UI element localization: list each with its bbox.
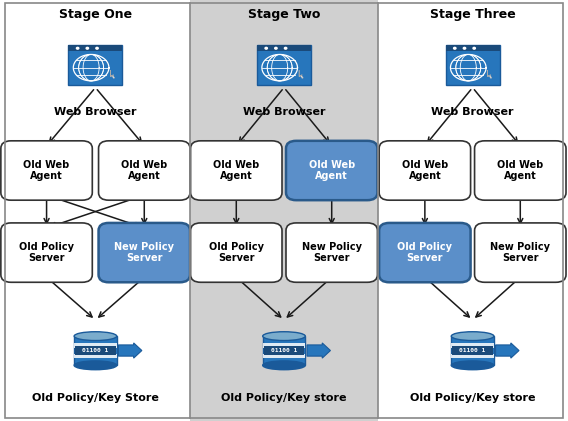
Text: 01100 1: 01100 1: [460, 348, 486, 353]
Bar: [262, 354, 306, 358]
FancyBboxPatch shape: [191, 223, 282, 282]
FancyBboxPatch shape: [286, 141, 377, 200]
Bar: [75, 346, 116, 354]
Ellipse shape: [74, 361, 117, 370]
FancyBboxPatch shape: [475, 223, 566, 282]
FancyBboxPatch shape: [69, 45, 123, 85]
FancyArrow shape: [307, 343, 331, 358]
Text: Old Policy/Key store: Old Policy/Key store: [222, 393, 346, 403]
Text: Old Web
Agent: Old Web Agent: [308, 160, 355, 181]
Bar: [190, 0, 378, 421]
FancyArrow shape: [119, 343, 142, 358]
FancyBboxPatch shape: [1, 141, 92, 200]
FancyBboxPatch shape: [475, 141, 566, 200]
Text: Stage One: Stage One: [59, 8, 132, 21]
Text: New Policy
Server: New Policy Server: [302, 242, 362, 264]
FancyBboxPatch shape: [286, 223, 377, 282]
Circle shape: [473, 48, 475, 49]
Ellipse shape: [262, 361, 306, 370]
Bar: [74, 336, 117, 365]
Bar: [445, 45, 500, 51]
Text: New Policy
Server: New Policy Server: [490, 242, 550, 264]
Polygon shape: [488, 70, 492, 78]
Bar: [378, 0, 568, 421]
Bar: [451, 336, 494, 365]
Text: Old Policy/Key Store: Old Policy/Key Store: [32, 393, 159, 403]
Text: Old Web
Agent: Old Web Agent: [213, 160, 260, 181]
Text: Old Policy
Server: Old Policy Server: [19, 242, 74, 264]
Bar: [452, 346, 493, 354]
Polygon shape: [111, 70, 115, 78]
Text: Stage Two: Stage Two: [248, 8, 320, 21]
FancyBboxPatch shape: [191, 141, 282, 200]
Text: Web Browser: Web Browser: [243, 107, 325, 117]
Text: Web Browser: Web Browser: [431, 107, 514, 117]
Circle shape: [96, 48, 98, 49]
Bar: [262, 336, 306, 365]
Text: Old Policy
Server: Old Policy Server: [209, 242, 264, 264]
Text: Old Web
Agent: Old Web Agent: [402, 160, 448, 181]
Circle shape: [86, 48, 89, 49]
Ellipse shape: [74, 332, 117, 341]
Text: Old Web
Agent: Old Web Agent: [497, 160, 544, 181]
Polygon shape: [299, 70, 303, 78]
Text: New Policy
Server: New Policy Server: [114, 242, 174, 264]
Text: Old Policy/Key store: Old Policy/Key store: [410, 393, 535, 403]
FancyBboxPatch shape: [379, 141, 470, 200]
FancyBboxPatch shape: [379, 223, 470, 282]
Bar: [74, 354, 117, 358]
Text: 01100 1: 01100 1: [271, 348, 297, 353]
Ellipse shape: [451, 332, 494, 341]
FancyBboxPatch shape: [1, 223, 92, 282]
Circle shape: [265, 48, 268, 49]
Circle shape: [463, 48, 466, 49]
Text: 01100 1: 01100 1: [82, 348, 108, 353]
Circle shape: [275, 48, 277, 49]
Circle shape: [77, 48, 79, 49]
Text: Stage Three: Stage Three: [430, 8, 515, 21]
FancyArrow shape: [495, 343, 519, 358]
Bar: [74, 344, 117, 348]
Bar: [0, 0, 190, 421]
Circle shape: [454, 48, 456, 49]
Ellipse shape: [451, 361, 494, 370]
Bar: [257, 45, 311, 51]
Text: Old Web
Agent: Old Web Agent: [23, 160, 70, 181]
Bar: [451, 344, 494, 348]
Text: Old Policy
Server: Old Policy Server: [398, 242, 452, 264]
FancyBboxPatch shape: [99, 223, 190, 282]
Ellipse shape: [262, 332, 306, 341]
FancyBboxPatch shape: [257, 45, 311, 85]
Bar: [451, 354, 494, 358]
Bar: [69, 45, 123, 51]
Circle shape: [285, 48, 287, 49]
FancyBboxPatch shape: [99, 141, 190, 200]
Bar: [264, 346, 304, 354]
FancyBboxPatch shape: [445, 45, 500, 85]
Bar: [262, 344, 306, 348]
Text: Old Web
Agent: Old Web Agent: [121, 160, 168, 181]
Text: Web Browser: Web Browser: [54, 107, 137, 117]
